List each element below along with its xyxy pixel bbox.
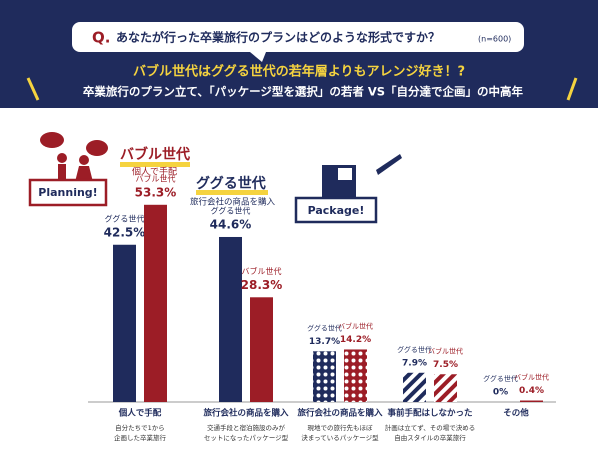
- value-label: 0.4%: [519, 386, 544, 396]
- planning-text: Planning!: [38, 186, 97, 199]
- package-text: Package!: [308, 204, 365, 217]
- planning-bubble: [28, 178, 108, 207]
- category-note: セットになったパッケージ型: [204, 433, 289, 442]
- gugu-sub: 旅行会社の商品を購入: [190, 197, 276, 208]
- category-note: 企画した卒業旅行: [114, 433, 167, 442]
- bar: [113, 244, 136, 402]
- people-icon: [40, 132, 108, 182]
- value-label: 44.6%: [210, 217, 252, 231]
- bar: [219, 236, 242, 402]
- category-note: 自分たちで1から: [115, 423, 165, 432]
- category-label: その他: [503, 408, 529, 419]
- question-label: Q.: [92, 29, 110, 47]
- gugu-title: ググる世代: [196, 175, 266, 192]
- subhead: 卒業旅行のプラン立て、「パッケージ型を選択」の若者 VS「自分達で企画」の中高年: [83, 85, 524, 99]
- value-label: 14.2%: [340, 335, 371, 345]
- value-label: 7.5%: [433, 360, 458, 370]
- underline: [120, 162, 190, 167]
- bubble-title: バブル世代: [120, 146, 190, 163]
- value-label: 42.5%: [104, 225, 146, 239]
- building-icon: [322, 154, 402, 197]
- slash-decor: [26, 77, 578, 101]
- bar: [313, 351, 336, 402]
- headline: バブル世代はググる世代の若年層よりもアレンジ好き！?: [133, 64, 465, 80]
- category-note: 自由スタイルの卒業旅行: [394, 433, 466, 442]
- series-label: バブル世代: [242, 266, 282, 276]
- question-tail: [250, 52, 266, 62]
- series-label: ググる世代: [105, 213, 145, 223]
- bar: [250, 297, 273, 402]
- bubble-sub: 個人で手配: [132, 166, 177, 178]
- bar: [344, 349, 367, 402]
- series-label: バブル世代: [338, 321, 373, 330]
- bar: [403, 372, 426, 402]
- category-label: 旅行会社の商品を購入: [202, 408, 289, 419]
- underline: [196, 190, 268, 195]
- series-label: ググる世代: [483, 374, 518, 383]
- value-label: 28.3%: [241, 278, 283, 292]
- value-label: 13.7%: [309, 337, 340, 347]
- bar: [434, 374, 457, 402]
- bar: [144, 204, 167, 402]
- value-label: 53.3%: [135, 185, 177, 199]
- series-label: ググる世代: [211, 205, 251, 215]
- series-label: バブル世代: [428, 346, 463, 355]
- header-band: [0, 0, 598, 108]
- value-label: 7.9%: [402, 358, 427, 368]
- category-note: 交通手段と宿泊施設のみが: [207, 423, 286, 432]
- question-box: [72, 22, 524, 52]
- category-label: 旅行会社の商品を購入: [296, 408, 383, 419]
- value-label: 0%: [493, 388, 508, 398]
- question-text: あなたが行った卒業旅行のプランはどのような形式ですか？: [116, 30, 440, 45]
- category-label: 個人で手配: [118, 408, 162, 419]
- category-note: 計画は立てず、その場で決める: [385, 423, 476, 432]
- series-label: バブル世代: [136, 173, 176, 183]
- series-label: ググる世代: [307, 323, 342, 332]
- question-note: (n=600): [478, 35, 511, 44]
- category-label: 事前手配はしなかった: [387, 408, 472, 419]
- bar: [520, 400, 543, 402]
- series-label: ググる世代: [397, 345, 432, 354]
- package-bubble: [294, 196, 378, 224]
- series-label: バブル世代: [514, 373, 549, 382]
- category-note: 決まっているパッケージ型: [301, 433, 379, 442]
- category-note: 現地での旅行先もほぼ: [308, 423, 374, 432]
